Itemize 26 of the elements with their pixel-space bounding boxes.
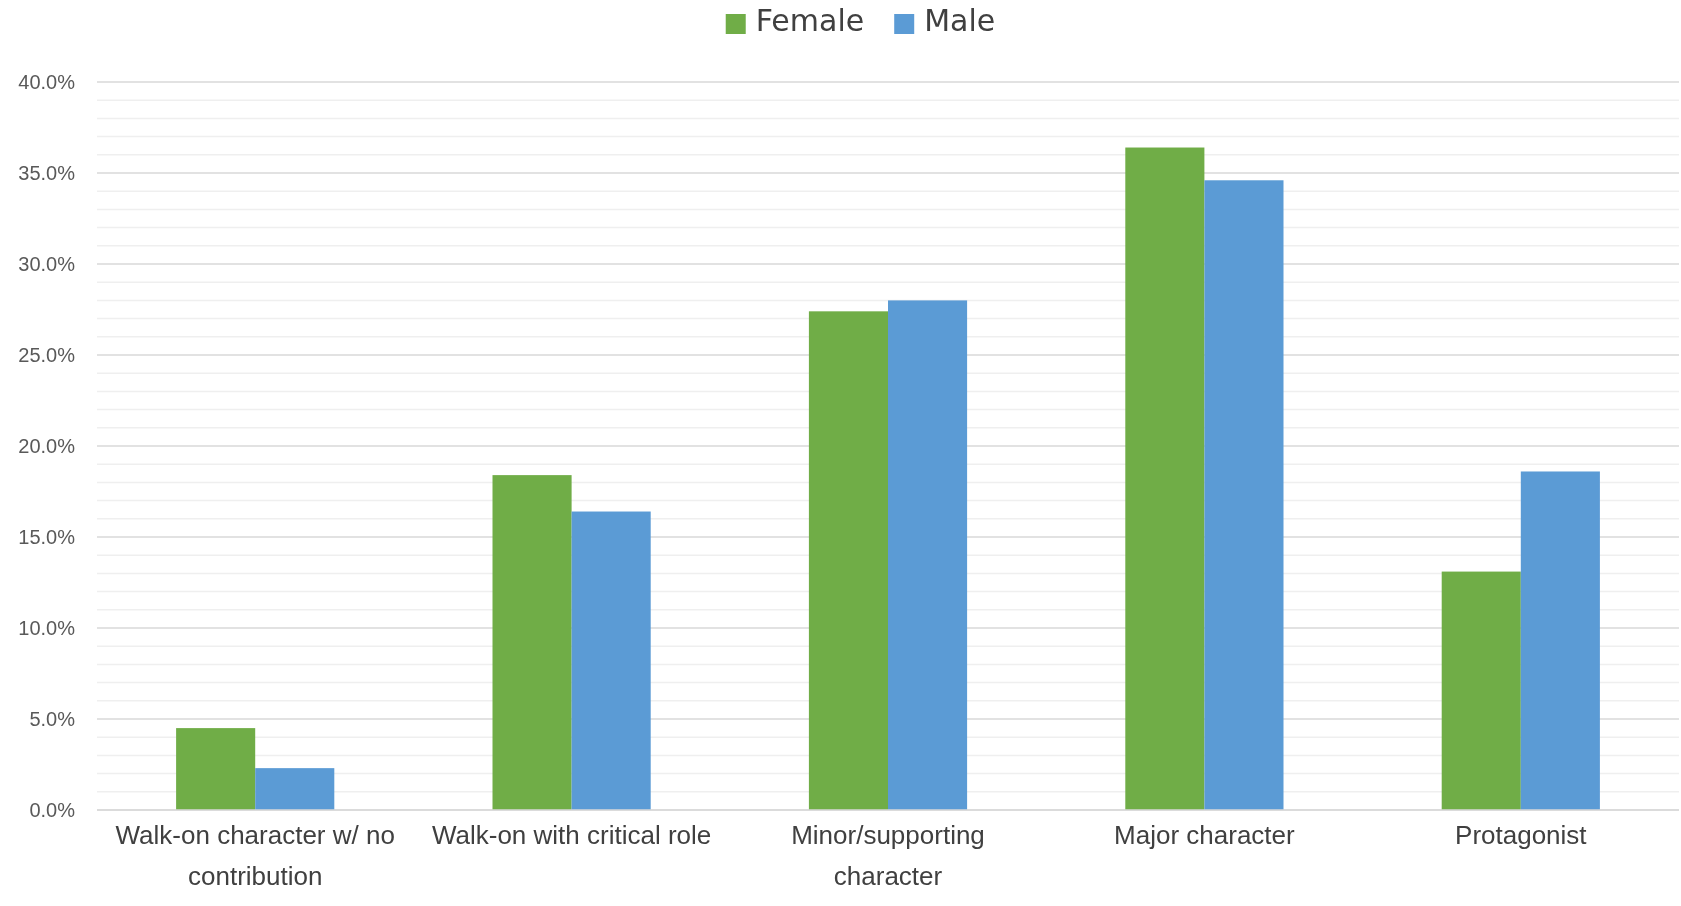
x-tick-label: Minor/supporting character xyxy=(791,820,985,891)
bar xyxy=(808,311,888,810)
bar xyxy=(1520,471,1600,810)
bar xyxy=(571,511,651,810)
y-tick-label: 0.0% xyxy=(29,798,76,821)
legend-label: Female xyxy=(755,3,865,38)
y-tick-label: 25.0% xyxy=(18,343,76,366)
y-tick-label: 15.0% xyxy=(18,525,76,548)
y-tick-label: 35.0% xyxy=(18,161,76,184)
y-tick-label: 10.0% xyxy=(18,616,76,639)
bar xyxy=(1125,147,1205,810)
bar xyxy=(255,768,335,810)
y-tick-label: 40.0% xyxy=(18,70,76,93)
x-tick-label: Walk-on character w/ no contribution xyxy=(115,820,395,891)
bar xyxy=(492,475,572,810)
y-tick-label: 20.0% xyxy=(18,434,76,457)
bar xyxy=(176,728,256,810)
x-tick-label: Major character xyxy=(1114,820,1296,851)
bar xyxy=(1441,571,1521,810)
bar xyxy=(1204,180,1284,810)
y-tick-label: 30.0% xyxy=(18,252,76,275)
x-tick-label: Walk-on with critical role xyxy=(431,820,712,851)
y-tick-label: 5.0% xyxy=(29,707,76,730)
bar xyxy=(888,300,968,810)
x-tick-label: Protagonist xyxy=(1455,820,1588,851)
legend-label: Male xyxy=(924,3,996,38)
